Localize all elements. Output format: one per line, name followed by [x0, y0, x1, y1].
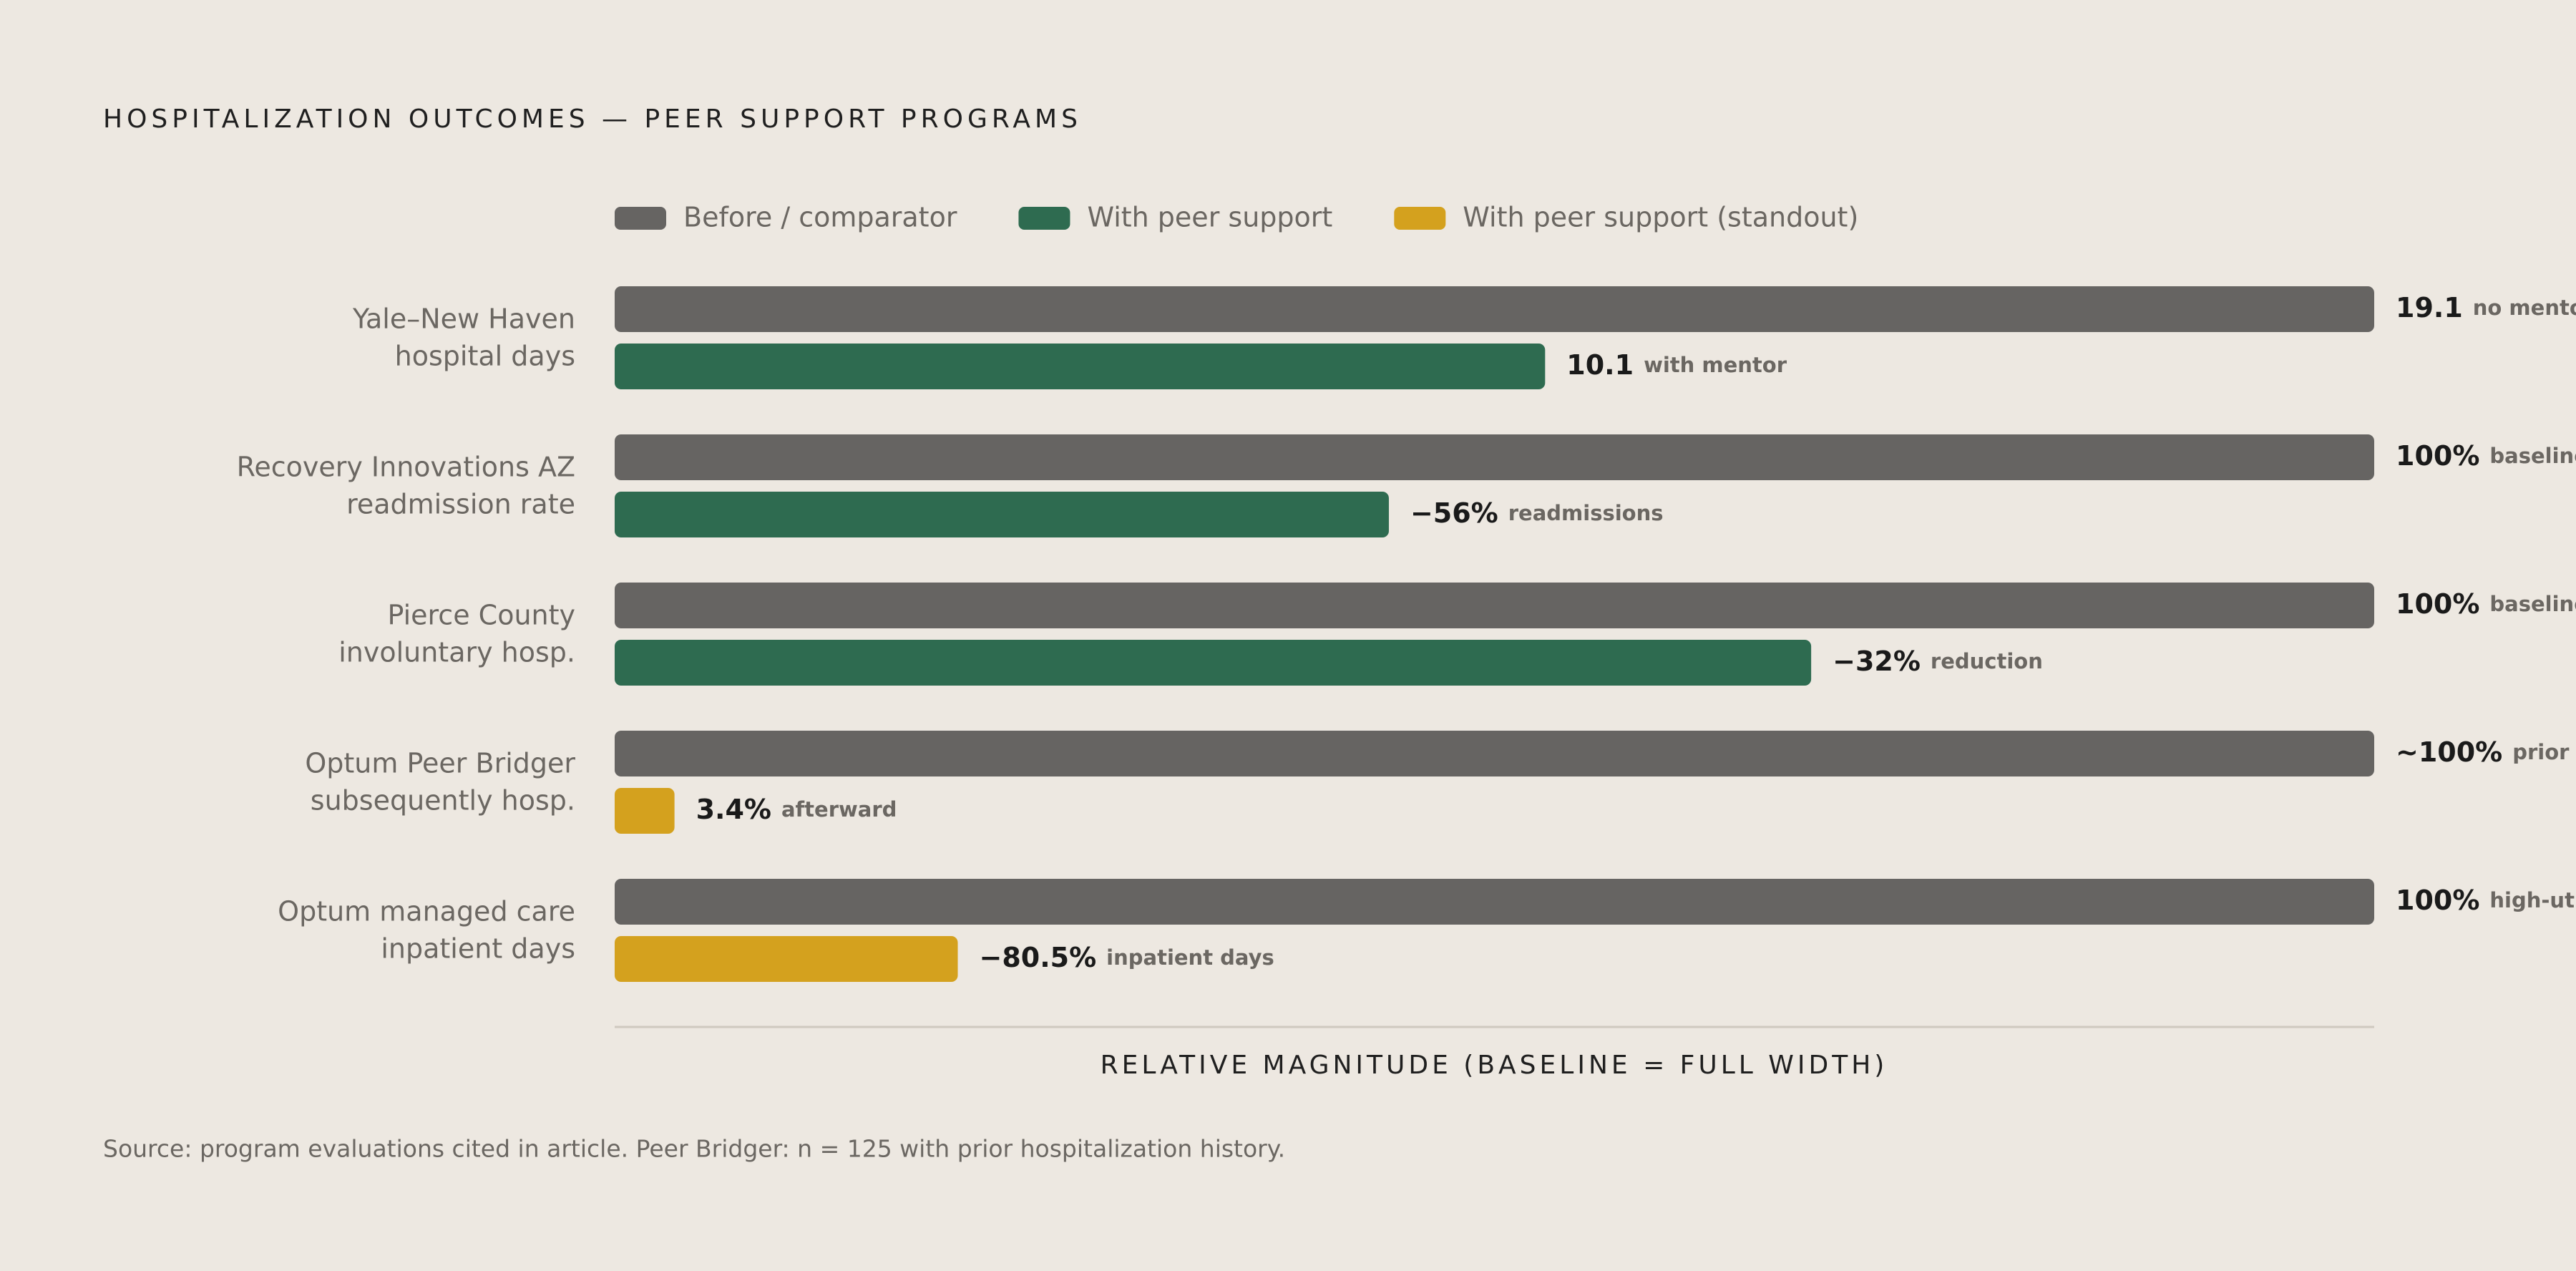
legend-swatch	[1394, 207, 1446, 230]
value-number: 100%	[2396, 885, 2479, 916]
value-note: afterward	[781, 797, 897, 822]
value-label: 10.1 with mentor	[1566, 349, 1787, 381]
value-note: inpatient days	[1106, 945, 1274, 970]
value-number: ~100%	[2396, 736, 2502, 768]
category-label: Optum Peer Bridger	[305, 748, 575, 779]
chart-title: HOSPITALIZATION OUTCOMES — PEER SUPPORT …	[103, 104, 1082, 134]
bar	[615, 492, 1389, 537]
value-note: prior hospitalization	[2512, 740, 2576, 764]
legend-label: With peer support	[1087, 202, 1332, 233]
value-number: −56%	[1410, 497, 1498, 529]
bar	[615, 434, 2374, 480]
value-number: −32%	[1833, 646, 1921, 677]
category-label: subsequently hosp.	[311, 785, 575, 817]
value-note: reduction	[1931, 649, 2043, 673]
bar	[615, 788, 675, 834]
value-number: 3.4%	[696, 794, 771, 825]
x-axis-label: RELATIVE MAGNITUDE (BASELINE = FULL WIDT…	[1101, 1051, 1888, 1080]
legend-swatch	[615, 207, 666, 230]
value-note: baseline	[2489, 444, 2576, 468]
legend-label: Before / comparator	[683, 202, 957, 233]
category-label: Optum managed care	[278, 896, 575, 927]
value-note: no mentor	[2473, 296, 2576, 320]
value-label: ~100% prior hospitalization	[2396, 736, 2576, 768]
value-label: 100% baseline	[2396, 440, 2576, 472]
bar	[615, 936, 958, 982]
value-number: 100%	[2396, 440, 2479, 472]
value-number: 19.1	[2396, 292, 2463, 323]
value-label: 100% baseline	[2396, 588, 2576, 620]
category-label: Pierce County	[388, 600, 576, 631]
bar	[615, 583, 2374, 628]
legend-swatch	[1018, 207, 1070, 230]
bar	[615, 344, 1546, 389]
bar	[615, 640, 1812, 686]
bar	[615, 286, 2374, 332]
value-label: −80.5% inpatient days	[980, 942, 1274, 973]
value-number: 100%	[2396, 588, 2479, 620]
value-number: 10.1	[1566, 349, 1634, 381]
value-note: baseline	[2489, 592, 2576, 616]
value-number: −80.5%	[980, 942, 1097, 973]
category-label: Recovery Innovations AZ	[237, 452, 575, 483]
legend-label: With peer support (standout)	[1463, 202, 1858, 233]
value-note: readmissions	[1508, 501, 1664, 525]
category-label: involuntary hosp.	[338, 637, 575, 668]
bar	[615, 879, 2374, 925]
category-label: readmission rate	[346, 489, 575, 520]
value-label: −32% reduction	[1833, 646, 2043, 677]
bar	[615, 731, 2374, 776]
value-note: with mentor	[1644, 353, 1787, 377]
value-label: 19.1 no mentor	[2396, 292, 2576, 323]
value-label: 3.4% afterward	[696, 794, 897, 825]
source-note: Source: program evaluations cited in art…	[103, 1135, 1285, 1163]
category-label: hospital days	[395, 341, 575, 372]
value-note: high-utilizers	[2489, 888, 2576, 912]
value-label: −56% readmissions	[1410, 497, 1664, 529]
value-label: 100% high-utilizers	[2396, 885, 2576, 916]
category-label: Yale–New Haven	[352, 303, 575, 335]
category-label: inpatient days	[381, 933, 575, 965]
